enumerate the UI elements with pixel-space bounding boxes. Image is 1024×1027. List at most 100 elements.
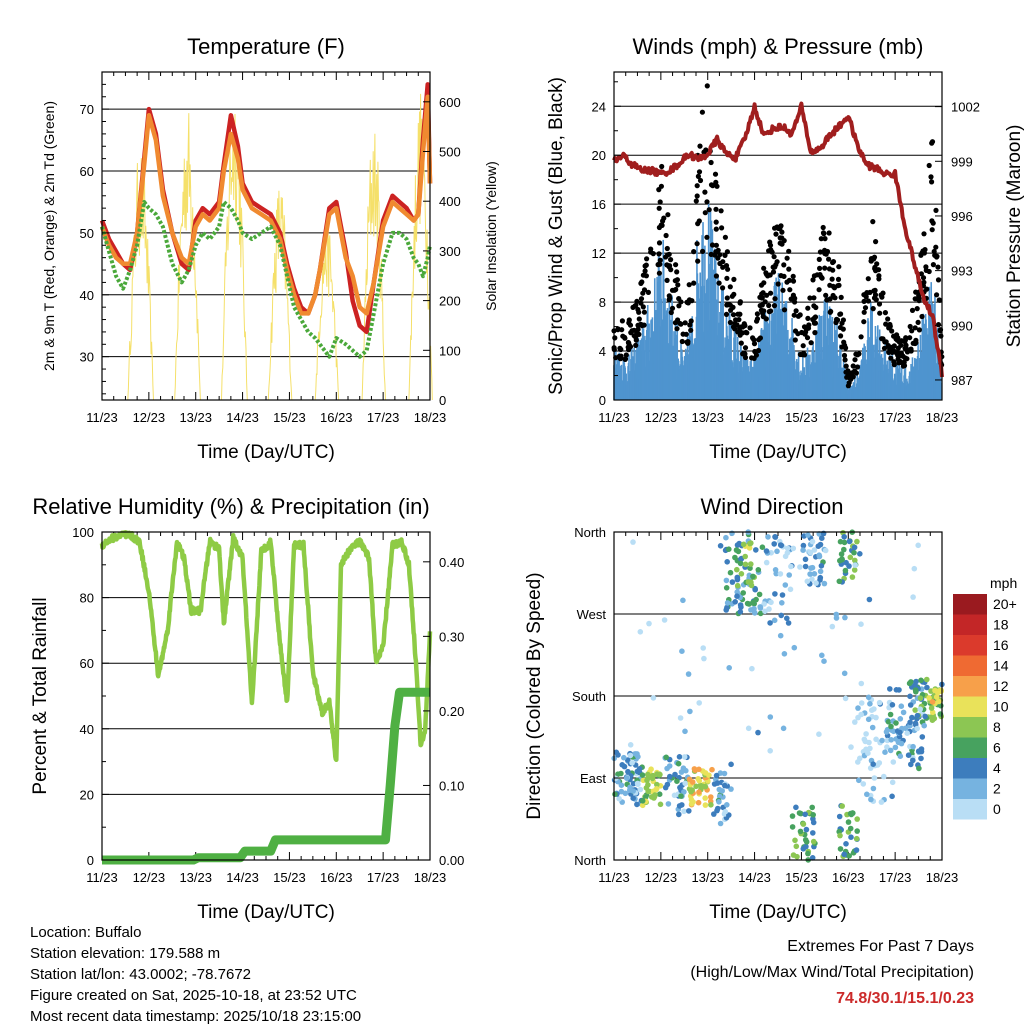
gust-point [867, 289, 873, 295]
y-tick-label: East [580, 771, 606, 786]
direction-point [753, 596, 759, 603]
legend-swatch [953, 696, 987, 717]
direction-point [724, 802, 730, 808]
gust-point [702, 189, 708, 195]
gust-point [713, 206, 719, 212]
direction-point [785, 620, 792, 626]
gust-point [656, 187, 662, 193]
legend-swatch [953, 676, 987, 697]
gust-point [708, 159, 714, 166]
direction-point [645, 775, 651, 782]
direction-point [671, 792, 678, 799]
direction-point [755, 729, 761, 736]
direction-point [817, 577, 823, 583]
direction-point [781, 651, 788, 657]
direction-point [639, 798, 646, 804]
direction-point [887, 686, 893, 692]
gust-point [701, 149, 707, 155]
gust-point [930, 220, 936, 226]
y-tick-label: 0 [87, 853, 94, 868]
gust-point [842, 357, 848, 363]
direction-point [867, 701, 873, 707]
direction-point [734, 582, 741, 589]
direction-point [654, 781, 660, 788]
direction-point [661, 617, 668, 623]
y-tick-label: 0 [599, 393, 606, 408]
y-tick-label: 8 [599, 295, 606, 310]
direction-point [630, 780, 637, 787]
direction-point [837, 832, 843, 839]
gust-point [817, 249, 824, 255]
gust-point [676, 296, 682, 302]
x-tick-label: 15/23 [273, 410, 306, 425]
y2-tick-label: 999 [951, 154, 973, 169]
extremes-subtitle: (High/Low/Max Wind/Total Precipitation) [690, 964, 974, 981]
direction-point [898, 740, 905, 747]
direction-point [866, 596, 873, 603]
direction-point [749, 665, 755, 672]
location-text: Location: Buffalo [30, 924, 142, 941]
direction-point [738, 571, 745, 577]
gust-point [722, 234, 729, 240]
gust-point [871, 295, 878, 301]
y2-tick-label: 500 [439, 145, 461, 160]
gust-point [821, 231, 827, 237]
direction-point [810, 812, 816, 818]
direction-point [777, 571, 784, 577]
gust-point [902, 345, 908, 351]
direction-point [657, 771, 663, 778]
direction-point [855, 759, 861, 765]
gust-point [668, 267, 674, 273]
direction-point [918, 755, 924, 762]
gust-point [674, 277, 681, 283]
gust-point [631, 327, 637, 333]
gust-point [811, 320, 818, 326]
gust-point [935, 322, 942, 328]
gust-point [634, 298, 640, 304]
direction-point [807, 571, 813, 577]
gust-point [807, 295, 813, 301]
direction-point [645, 782, 651, 788]
gust-point [722, 252, 728, 258]
station-info: Location: Buffalo Station elevation: 179… [30, 922, 361, 1027]
gust-point [632, 303, 638, 309]
y-tick-label: 30 [80, 350, 94, 365]
gust-point [643, 262, 649, 268]
x-tick-label: 18/23 [926, 410, 959, 425]
winds-panel: Winds (mph) & Pressure (mb) Time (Day/UTC… [546, 34, 1024, 463]
y2-tick-label: 987 [951, 373, 973, 388]
direction-point [682, 780, 688, 787]
direction-point [808, 565, 814, 571]
temperature-panel: Temperature (F) Time (Day/UTC) 11/23 12/23 1… [41, 34, 499, 463]
direction-point [763, 559, 770, 566]
x-tick-label: 13/23 [179, 870, 212, 885]
gust-point [876, 267, 882, 273]
gust-point [846, 380, 852, 386]
gust-point [790, 292, 797, 298]
x-tick-label: 13/23 [179, 410, 212, 425]
direction-point [717, 543, 724, 549]
direction-point [837, 557, 843, 564]
direction-point [849, 574, 856, 580]
direction-point [807, 549, 814, 556]
legend-label: 6 [993, 740, 1001, 756]
direction-point [630, 795, 636, 801]
gust-point [627, 322, 634, 328]
gust-point [926, 162, 932, 169]
direction-point [803, 826, 810, 833]
gust-point [750, 335, 756, 341]
direction-point [691, 766, 698, 772]
direction-point [729, 579, 736, 585]
gust-point [772, 296, 778, 302]
gust-point [929, 179, 935, 185]
gust-point [823, 292, 829, 298]
direction-point [870, 761, 876, 767]
gust-point [830, 259, 837, 265]
gust-point [727, 319, 734, 326]
gust-point [862, 305, 869, 311]
y2-tick-label: 1002 [951, 100, 980, 115]
direction-point [856, 777, 862, 784]
gust-point [826, 256, 832, 262]
gust-point [717, 260, 723, 267]
legend-swatch [953, 778, 987, 799]
